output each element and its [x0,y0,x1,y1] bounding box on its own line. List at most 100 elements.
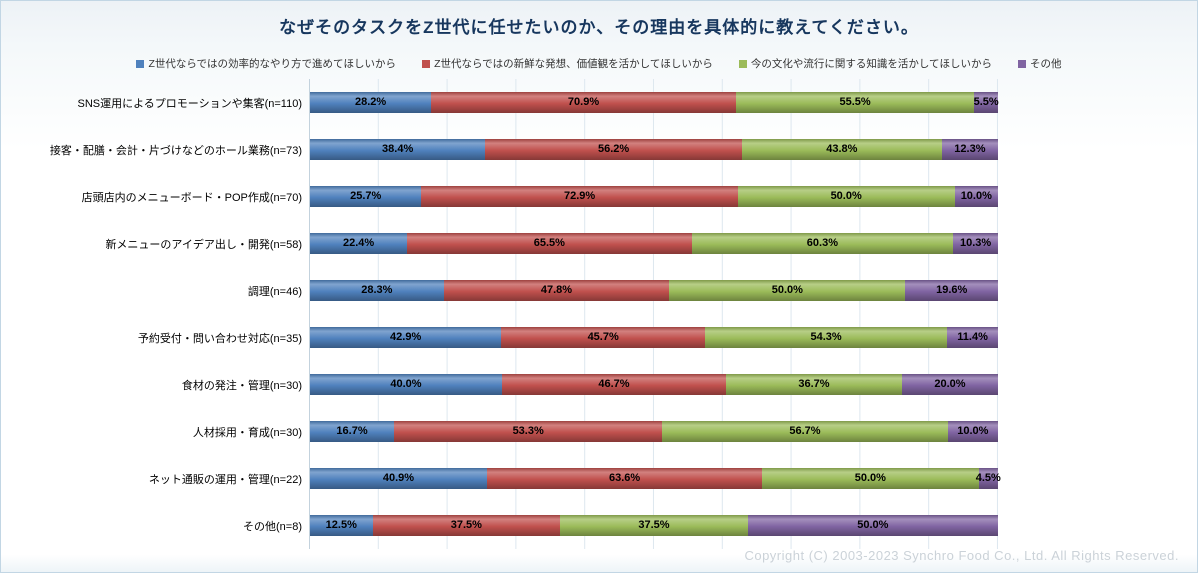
bar-value-label: 37.5% [638,519,670,531]
bar-segment-2: 37.5% [560,515,748,536]
bar-segment-1: 70.9% [431,92,736,113]
bar-track: 38.4% 56.2% 43.8% 12.3% [309,126,998,173]
stacked-bar: 25.7% 72.9% 50.0% 10.0% [310,186,998,207]
bar-value-label: 50.0% [771,284,803,296]
legend-label: その他 [1030,58,1062,70]
chart-row: 接客・配膳・会計・片づけなどのホール業務(n=73) 38.4% 56.2% 43.8… [11,126,998,173]
bar-track: 40.9% 63.6% 50.0% 4.5% [309,455,1001,502]
bar-value-label: 36.7% [798,378,830,390]
bar-segment-3: 20.0% [902,374,998,395]
bar-track: 28.2% 70.9% 55.5% 5.5% [309,79,999,126]
bar-segment-0: 28.3% [310,280,444,301]
legend-label: Z世代ならではの新鮮な発想、価値観を活かしてほしいから [434,58,713,70]
bar-track: 42.9% 45.7% 54.3% 11.4% [309,314,998,361]
bar-segment-1: 72.9% [421,186,738,207]
bar-segment-2: 50.0% [762,468,979,489]
category-label: 店頭店内のメニューボード・POP作成(n=70) [81,191,302,204]
bar-segment-2: 60.3% [691,233,954,254]
bar-segment-2: 50.0% [669,280,906,301]
bar-value-label: 10.3% [960,237,992,249]
bar-track: 12.5% 37.5% 37.5% 50.0% [309,502,998,549]
bar-segment-0: 22.4% [310,233,408,254]
bar-value-label: 45.7% [587,331,619,343]
bar-value-label: 70.9% [567,96,600,108]
stacked-bar: 42.9% 45.7% 54.3% 11.4% [310,327,998,348]
legend-marker-icon [422,59,431,68]
bar-value-label: 60.3% [806,237,838,249]
stacked-bar: 12.5% 37.5% 37.5% 50.0% [310,515,998,536]
bar-segment-2: 56.7% [662,421,948,442]
bar-segment-3: 50.0% [747,515,998,536]
bar-segment-1: 63.6% [486,468,763,489]
bar-segment-3: 4.5% [975,468,1001,489]
chart-row: 食材の発注・管理(n=30) 40.0% 46.7% 36.7% 20.0% [11,361,998,408]
copyright-text: Copyright (C) 2003-2023 Synchro Food Co.… [744,548,1179,563]
bar-segment-2: 36.7% [725,374,903,395]
bar-segment-1: 45.7% [501,327,706,348]
category-label: SNS運用によるプロモーションや集客(n=110) [77,97,302,110]
bar-value-label: 5.5% [973,96,999,108]
bar-value-label: 54.3% [810,331,842,343]
bar-value-label: 72.9% [564,190,596,202]
bar-segment-0: 38.4% [310,139,486,160]
bar-value-label: 56.2% [597,143,630,155]
bar-segment-3: 10.3% [953,233,998,254]
bar-value-label: 20.0% [934,378,966,390]
legend-item-1: Z世代ならではの新鮮な発想、価値観を活かしてほしいから [422,56,713,71]
chart-title: なぜそのタスクをZ世代に任せたいのか、その理由を具体的に教えてください。 [279,18,919,37]
bar-segment-0: 42.9% [310,327,502,348]
chart-row: 店頭店内のメニューボード・POP作成(n=70) 25.7% 72.9% 50.0% 1… [11,173,998,220]
bar-segment-3: 19.6% [905,280,998,301]
bar-segment-0: 12.5% [310,515,373,536]
legend-item-0: Z世代ならではの効率的なやり方で進めてほしいから [136,56,396,71]
bar-value-label: 40.0% [390,378,422,390]
legend-marker-icon [1018,59,1027,68]
chart-row: 予約受付・問い合わせ対応(n=35) 42.9% 45.7% 54.3% 11.4% [11,314,998,361]
bar-value-label: 50.0% [857,519,889,531]
bar-segment-3: 10.0% [954,186,998,207]
bar-value-label: 28.3% [361,284,393,296]
bar-segment-3: 10.0% [947,421,998,442]
bar-value-label: 40.9% [382,472,415,484]
bar-segment-1: 53.3% [394,421,663,442]
bar-segment-2: 54.3% [705,327,948,348]
category-label: 人材採用・育成(n=30) [192,426,302,439]
bar-segment-1: 65.5% [407,233,692,254]
bar-value-label: 10.0% [960,190,992,202]
bar-value-label: 19.6% [936,284,968,296]
category-label: その他(n=8) [243,520,302,533]
stacked-bar: 16.7% 53.3% 56.7% 10.0% [310,421,998,442]
bar-segment-3: 11.4% [947,327,998,348]
legend-item-3: その他 [1018,56,1062,71]
bar-value-label: 4.5% [975,472,1001,484]
bar-value-label: 28.2% [354,96,387,108]
bar-track: 16.7% 53.3% 56.7% 10.0% [309,408,998,455]
bar-segment-2: 43.8% [741,139,942,160]
bar-value-label: 46.7% [598,378,630,390]
chart-legend: Z世代ならではの効率的なやり方で進めてほしいから Z世代ならではの新鮮な発想、価値… [1,56,1197,71]
bar-value-label: 42.9% [390,331,422,343]
bar-segment-2: 50.0% [737,186,955,207]
bar-value-label: 50.0% [830,190,862,202]
bar-track: 40.0% 46.7% 36.7% 20.0% [309,361,998,408]
bar-value-label: 25.7% [350,190,382,202]
bar-segment-0: 40.9% [310,468,487,489]
bar-value-label: 63.6% [608,472,641,484]
bar-value-label: 56.7% [789,425,821,437]
legend-item-2: 今の文化や流行に関する知識を活かしてほしいから [738,56,992,71]
bar-segment-3: 5.5% [973,92,999,113]
legend-marker-icon [738,59,747,68]
chart-row: SNS運用によるプロモーションや集客(n=110) 28.2% 70.9% 55.5%… [11,79,999,126]
bar-track: 25.7% 72.9% 50.0% 10.0% [309,173,998,220]
bar-value-label: 65.5% [533,237,565,249]
bar-value-label: 37.5% [450,519,482,531]
bar-segment-1: 56.2% [485,139,742,160]
category-label: 調理(n=46) [247,285,302,298]
bar-value-label: 50.0% [854,472,886,484]
chart-rows: SNS運用によるプロモーションや集客(n=110) 28.2% 70.9% 55.5%… [11,79,1001,549]
stacked-bar: 28.3% 47.8% 50.0% 19.6% [310,280,998,301]
category-label: 新メニューのアイデア出し・開発(n=58) [105,238,302,251]
chart-row: 調理(n=46) 28.3% 47.8% 50.0% 19.6% [11,267,998,314]
bar-value-label: 10.0% [957,425,989,437]
